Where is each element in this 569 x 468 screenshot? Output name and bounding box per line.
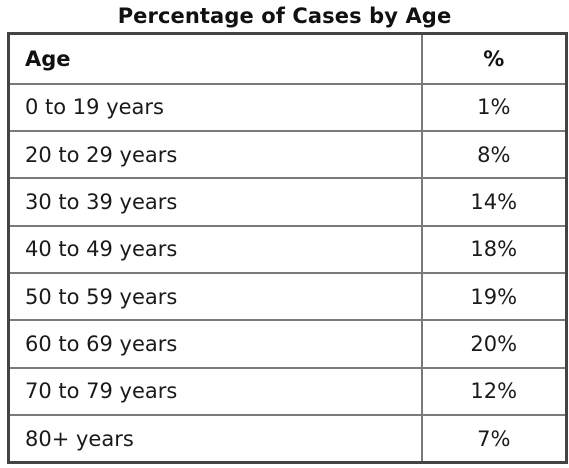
age-cell: 70 to 79 years <box>7 366 423 417</box>
percent-cell: 8% <box>420 129 568 180</box>
data-table: Age % 0 to 19 years 1% 20 to 29 years 8%… <box>7 32 568 464</box>
age-cell: 50 to 59 years <box>7 271 423 322</box>
percent-cell: 20% <box>420 319 568 369</box>
table-row: 40 to 49 years 18% <box>7 224 568 275</box>
age-cell: 80+ years <box>7 414 423 464</box>
percent-cell: 1% <box>420 82 568 132</box>
age-cell: 0 to 19 years <box>7 82 423 132</box>
table-row: 60 to 69 years 20% <box>7 319 568 369</box>
age-cell: 30 to 39 years <box>7 177 423 227</box>
age-cell: 20 to 29 years <box>7 129 423 180</box>
percent-cell: 18% <box>420 224 568 275</box>
percent-cell: 12% <box>420 366 568 417</box>
table-row: 50 to 59 years 19% <box>7 271 568 322</box>
table-header-row: Age % <box>7 32 568 85</box>
column-header-percent: % <box>420 32 568 85</box>
table-row: 20 to 29 years 8% <box>7 129 568 180</box>
table-title: Percentage of Cases by Age <box>117 4 452 28</box>
age-cell: 60 to 69 years <box>7 319 423 369</box>
table-row: 0 to 19 years 1% <box>7 82 568 132</box>
column-header-age: Age <box>7 32 423 85</box>
age-cell: 40 to 49 years <box>7 224 423 275</box>
table-row: 80+ years 7% <box>7 414 568 464</box>
percent-cell: 19% <box>420 271 568 322</box>
percent-cell: 14% <box>420 177 568 227</box>
percent-cell: 7% <box>420 414 568 464</box>
table-row: 70 to 79 years 12% <box>7 366 568 417</box>
table-row: 30 to 39 years 14% <box>7 177 568 227</box>
